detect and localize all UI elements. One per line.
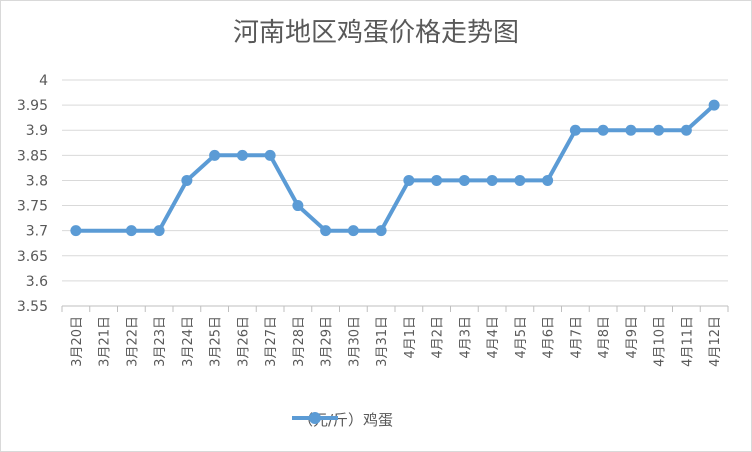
y-axis-ticks: 3.55 3.6 3.65 3.7 3.75 3.8 3.85 3.9 3.95 4 bbox=[17, 73, 48, 315]
x-tick-label: 3月24日 bbox=[181, 316, 196, 367]
x-tick-label: 3月25日 bbox=[209, 316, 224, 367]
data-point bbox=[70, 225, 82, 237]
x-tick-label: 4月12日 bbox=[708, 316, 723, 367]
data-point bbox=[347, 225, 359, 237]
data-point bbox=[375, 225, 387, 237]
x-tick-label: 3月28日 bbox=[292, 316, 307, 367]
x-tick-label: 4月7日 bbox=[569, 316, 584, 359]
data-point bbox=[486, 174, 498, 186]
x-tick-label: 4月9日 bbox=[625, 316, 640, 359]
legend-marker-icon bbox=[292, 412, 338, 424]
x-axis-ticks: 3月20日 3月21日 3月22日 3月23日 3月24日 3月25日 3月26日 3月27日… bbox=[70, 316, 723, 367]
x-tick-label: 3月20日 bbox=[70, 316, 85, 367]
y-tick-label: 3.85 bbox=[17, 148, 48, 164]
legend: （元/斤）鸡蛋 bbox=[290, 408, 393, 430]
x-tick-label: 4月1日 bbox=[403, 316, 418, 359]
x-tick-label: 3月26日 bbox=[236, 316, 251, 367]
data-point bbox=[514, 174, 526, 186]
series-line bbox=[75, 103, 716, 233]
data-point bbox=[209, 149, 221, 161]
x-tick-label: 3月29日 bbox=[320, 316, 335, 367]
x-tick-label: 4月11日 bbox=[680, 316, 695, 367]
y-tick-label: 3.75 bbox=[17, 199, 48, 215]
data-point bbox=[708, 99, 720, 111]
legend-label: （元/斤）鸡蛋 bbox=[298, 410, 394, 429]
y-tick-label: 3.95 bbox=[17, 98, 48, 114]
data-point bbox=[653, 124, 665, 136]
x-tick-label: 3月31日 bbox=[375, 316, 390, 367]
data-point bbox=[320, 225, 332, 237]
data-point bbox=[153, 225, 165, 237]
y-tick-label: 3.7 bbox=[26, 224, 48, 240]
x-tick-label: 4月2日 bbox=[431, 316, 446, 359]
data-point bbox=[625, 124, 637, 136]
data-point bbox=[680, 124, 692, 136]
data-point bbox=[597, 124, 609, 136]
x-tick-label: 3月23日 bbox=[153, 316, 168, 367]
data-point bbox=[403, 174, 415, 186]
data-point bbox=[264, 149, 276, 161]
x-tick-label: 4月5日 bbox=[514, 316, 529, 359]
data-point bbox=[542, 174, 554, 186]
x-tick-label: 4月6日 bbox=[542, 316, 557, 359]
y-tick-label: 3.55 bbox=[17, 299, 48, 315]
x-axis bbox=[61, 305, 729, 312]
data-point bbox=[458, 174, 470, 186]
series-layer bbox=[70, 99, 720, 237]
x-tick-label: 4月8日 bbox=[597, 316, 612, 359]
x-tick-label: 4月3日 bbox=[458, 316, 473, 359]
data-point bbox=[236, 149, 248, 161]
data-point bbox=[125, 225, 137, 237]
data-point bbox=[431, 174, 443, 186]
data-point bbox=[181, 174, 193, 186]
data-point bbox=[292, 200, 304, 212]
y-tick-label: 3.9 bbox=[26, 123, 48, 139]
data-point bbox=[569, 124, 581, 136]
gridlines bbox=[62, 79, 728, 282]
x-tick-label: 4月4日 bbox=[486, 316, 501, 359]
y-tick-label: 3.8 bbox=[26, 173, 48, 189]
x-tick-label: 3月22日 bbox=[125, 316, 140, 367]
x-tick-label: 3月30日 bbox=[347, 316, 362, 367]
y-tick-label: 3.65 bbox=[17, 249, 48, 265]
y-tick-label: 4 bbox=[39, 73, 48, 89]
x-tick-label: 4月10日 bbox=[653, 316, 668, 367]
y-tick-label: 3.6 bbox=[26, 274, 48, 290]
x-tick-label: 3月27日 bbox=[264, 316, 279, 367]
chart-title: 河南地区鸡蛋价格走势图 bbox=[232, 18, 519, 48]
x-tick-label: 3月21日 bbox=[98, 316, 113, 367]
